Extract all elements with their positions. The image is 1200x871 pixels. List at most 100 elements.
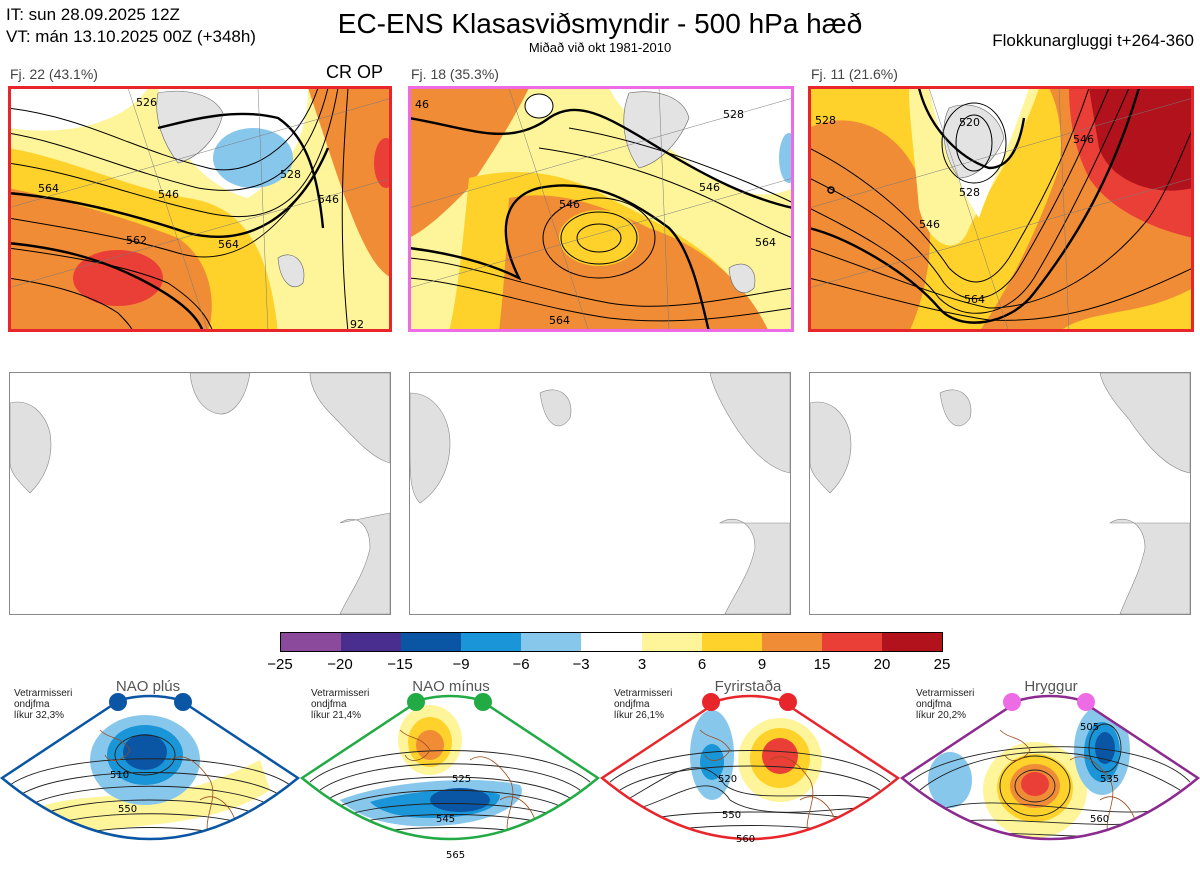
- regime-stat-line: ondjfma: [916, 699, 952, 710]
- contour-label: 546: [1073, 133, 1094, 146]
- cr-op-badge: CR OP: [326, 62, 384, 82]
- regime-blocking-marker: [779, 693, 797, 711]
- colorbar-tick: −25: [267, 656, 293, 673]
- page-subtitle: Miðað við okt 1981-2010: [528, 40, 672, 55]
- header-info: IT: sun 28.09.2025 12Z VT: mán 13.10.202…: [6, 4, 256, 48]
- colorbar-tick: −6: [512, 656, 530, 673]
- cluster-2-map[interactable]: 46 528 546 546 564 564: [409, 88, 793, 332]
- colorbar-tick: 15: [813, 656, 831, 673]
- regime-stat-line: Vetrarmisseri: [916, 688, 975, 699]
- colorbar-swatch: [761, 633, 822, 651]
- regime-stat-line: líkur 26,1%: [614, 710, 665, 721]
- cluster-2-label: Fj. 18 (35.3%): [411, 66, 499, 82]
- regime-nao-plus-stats: Vetrarmisseri ondjfma líkur 32,3%: [14, 688, 72, 721]
- contour-label: 526: [136, 96, 157, 109]
- contour-label: 528: [280, 168, 301, 181]
- contour-label: 510: [110, 770, 129, 781]
- regime-stat-line: líkur 20,2%: [916, 710, 967, 721]
- contour-label: 546: [919, 218, 940, 231]
- colorbar-tick: 25: [933, 656, 951, 673]
- regime-nao-plus-map[interactable]: 510 550: [0, 690, 300, 870]
- contour-label: 528: [815, 114, 836, 127]
- anomaly-map-3[interactable]: [809, 372, 1191, 615]
- colorbar-tick: 6: [697, 656, 707, 673]
- cluster-3-map[interactable]: 528 520 528 546 546 564: [809, 88, 1193, 332]
- regime-blocking-marker: [702, 693, 720, 711]
- cluster-1-map[interactable]: 526 546 564 562 546 564 528 92: [8, 88, 392, 332]
- classification-window: Flokkunargluggi t+264-360: [992, 31, 1194, 50]
- contour-label: 528: [959, 186, 980, 199]
- regime-stat-line: Vetrarmisseri: [311, 688, 370, 699]
- colorbar-tick: 3: [637, 656, 647, 673]
- contour-label: 525: [452, 774, 471, 785]
- anomaly-map-2[interactable]: [409, 372, 791, 615]
- contour-label: 560: [736, 834, 755, 845]
- regime-nao-plus-marker: [174, 693, 192, 711]
- contour-label: 564: [964, 293, 985, 306]
- colorbar-tick: −9: [452, 656, 470, 673]
- colorbar-tick: 9: [757, 656, 767, 673]
- colorbar-tick: 20: [873, 656, 891, 673]
- colorbar-swatch: [281, 633, 342, 651]
- regime-nao-minus-marker: [407, 693, 425, 711]
- colorbar-swatch: [341, 633, 402, 651]
- contour-label: 565: [446, 850, 465, 861]
- regime-nao-plus-marker: [109, 693, 127, 711]
- regime-stat-line: líkur 21,4%: [311, 710, 362, 721]
- contour-label: 550: [118, 804, 137, 815]
- contour-label: 520: [718, 774, 737, 785]
- contour-label: 546: [699, 181, 720, 194]
- cluster-3-label: Fj. 11 (21.6%): [811, 66, 898, 82]
- contour-label: 92: [350, 318, 364, 331]
- regime-stat-line: Vetrarmisseri: [614, 688, 673, 699]
- contour-label: 562: [126, 234, 147, 247]
- contour-label: 545: [436, 814, 455, 825]
- init-time: IT: sun 28.09.2025 12Z: [6, 5, 180, 24]
- colorbar-swatch: [641, 633, 702, 651]
- regime-nao-minus-title: NAO mínus: [412, 678, 490, 695]
- anomaly-map-1[interactable]: [9, 372, 391, 615]
- contour-label: 505: [1080, 722, 1099, 733]
- regime-stat-line: líkur 32,3%: [14, 710, 65, 721]
- contour-label: 564: [755, 236, 776, 249]
- page-title: EC-ENS Klasasviðsmyndir - 500 hPa hæð: [337, 8, 863, 39]
- contour-label: 535: [1100, 774, 1119, 785]
- contour-label: 564: [218, 238, 239, 251]
- regime-ridge-marker: [1077, 693, 1095, 711]
- contour-label: 46: [415, 98, 429, 111]
- cluster-2-frame: [408, 86, 794, 332]
- colorbar-swatch: [701, 633, 762, 651]
- regime-stat-line: Vetrarmisseri: [14, 688, 73, 699]
- contour-label: 546: [559, 198, 580, 211]
- regime-blocking-map[interactable]: 520 550 560: [600, 690, 900, 870]
- colorbar-tick: −15: [387, 656, 413, 673]
- contour-label: 520: [959, 116, 980, 129]
- colorbar-swatch: [401, 633, 462, 651]
- regime-ridge-stats: Vetrarmisseri ondjfma líkur 20,2%: [916, 688, 974, 721]
- colorbar: [280, 632, 943, 652]
- regime-nao-minus-map[interactable]: 525 545 565: [300, 690, 600, 870]
- contour-label: 546: [158, 188, 179, 201]
- regime-nao-minus-marker: [474, 693, 492, 711]
- colorbar-swatch: [461, 633, 522, 651]
- colorbar-tick: −20: [327, 656, 353, 673]
- regime-blocking-title: Fyrirstaða: [714, 678, 782, 695]
- colorbar-swatch: [521, 633, 582, 651]
- regime-ridge-marker: [1003, 693, 1021, 711]
- contour-label: 550: [722, 810, 741, 821]
- regime-stat-line: ondjfma: [614, 699, 650, 710]
- colorbar-swatch: [821, 633, 882, 651]
- cluster-1-label: Fj. 22 (43.1%): [10, 66, 98, 82]
- colorbar-swatch: [881, 633, 943, 651]
- colorbar-tick: −3: [572, 656, 590, 673]
- contour-label: 564: [549, 314, 570, 327]
- regime-stat-line: ondjfma: [311, 699, 347, 710]
- regime-ridge-map[interactable]: 505 535 560: [900, 690, 1200, 870]
- regime-nao-minus-stats: Vetrarmisseri ondjfma líkur 21,4%: [311, 688, 369, 721]
- contour-label: 564: [38, 182, 59, 195]
- regime-ridge-title: Hryggur: [1024, 678, 1078, 695]
- regime-nao-plus-title: NAO plús: [115, 678, 181, 695]
- cluster-1-frame: [8, 86, 392, 332]
- valid-time: VT: mán 13.10.2025 00Z (+348h): [6, 27, 256, 46]
- contour-label: 528: [723, 108, 744, 121]
